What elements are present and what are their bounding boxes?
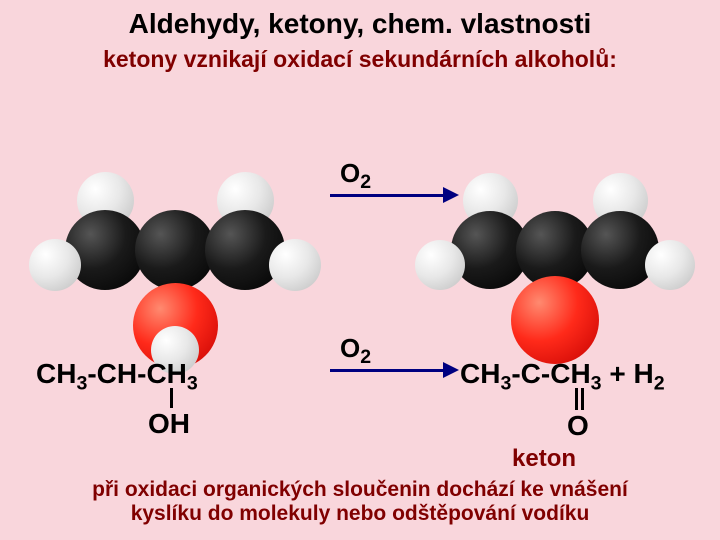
formula-line: CH3-C-CH3 + H2 <box>460 358 665 396</box>
arrow-line <box>330 194 445 197</box>
atom-sphere <box>135 210 215 290</box>
atom-sphere <box>29 239 81 291</box>
arrow-line <box>330 369 445 372</box>
arrow-head-icon <box>443 187 459 203</box>
slide-root: Aldehydy, ketony, chem. vlastnosti keton… <box>0 0 720 540</box>
bottom-line2: kyslíku do molekuly nebo odštěpování vod… <box>131 502 590 525</box>
o2-label-top: O2 <box>340 158 371 194</box>
slide-title: Aldehydy, ketony, chem. vlastnosti <box>0 0 720 40</box>
atom-sphere <box>645 240 695 290</box>
keton-label: keton <box>512 445 576 473</box>
bottom-line1: při oxidaci organických sloučenin docház… <box>92 478 628 501</box>
formula-o: O <box>567 410 589 442</box>
atom-sphere <box>511 276 599 364</box>
single-bond-icon <box>170 388 173 408</box>
formula-line: CH3-CH-CH3 <box>36 358 198 396</box>
bottom-note: při oxidaci organických sloučenin docház… <box>0 478 720 526</box>
formula-oh: OH <box>148 408 190 440</box>
o2-label-bottom: O2 <box>340 333 371 369</box>
arrow-head-icon <box>443 362 459 378</box>
atom-sphere <box>415 240 465 290</box>
slide-subtitle: ketony vznikají oxidací sekundárních alk… <box>0 46 720 73</box>
atom-sphere <box>269 239 321 291</box>
